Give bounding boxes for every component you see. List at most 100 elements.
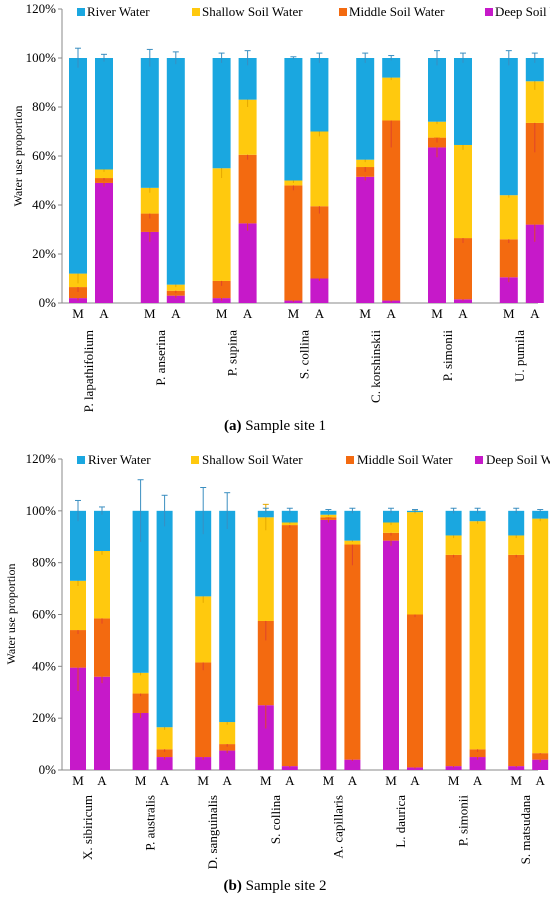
y-tick-label: 40% — [32, 197, 56, 212]
legend-swatch-shallow — [191, 456, 199, 464]
bar-segment-shallow — [166, 284, 185, 291]
caption-text: Sample site 1 — [241, 418, 326, 434]
bar-segment-river — [344, 510, 361, 541]
bar-label-m: M — [448, 773, 460, 788]
legend-swatch-deep — [485, 8, 493, 16]
bar-label-m: M — [385, 773, 397, 788]
bar-segment-river — [132, 510, 149, 673]
species-label: P. simonii — [456, 795, 471, 847]
bar-label-a: A — [223, 773, 233, 788]
bar-segment-river — [428, 58, 446, 122]
bar-segment-river — [140, 58, 159, 188]
species-label: L. daurica — [393, 795, 408, 848]
bar-segment-shallow — [383, 522, 399, 533]
bar-segment-river — [356, 58, 375, 160]
bar-segment-river — [469, 510, 486, 522]
bar-segment-middle — [219, 744, 236, 751]
bar-segment-river — [508, 510, 525, 536]
legend-label-shallow: Shallow Soil Water — [202, 4, 303, 19]
bar-segment-middle — [525, 122, 544, 225]
bar-segment-shallow — [257, 517, 274, 621]
bar-segment-middle — [281, 525, 298, 767]
bar-label-a: A — [171, 306, 181, 321]
legend-swatch-river — [77, 8, 85, 16]
legend-label-deep: Deep Soil Water — [486, 452, 550, 467]
bar-label-a: A — [315, 306, 325, 321]
bar-segment-deep — [281, 766, 298, 770]
bar-segment-deep — [469, 757, 486, 770]
species-label: D. sanguinalis — [205, 795, 220, 869]
bar-segment-middle — [508, 554, 525, 767]
bar-segment-middle — [499, 239, 518, 278]
bar-segment-middle — [212, 280, 231, 299]
species-label: S. collina — [296, 330, 311, 379]
caption-label: (a) — [224, 418, 242, 434]
bar-label-m: M — [288, 306, 300, 321]
bar-segment-middle — [469, 749, 486, 758]
bar-label-m: M — [72, 306, 84, 321]
y-axis-label: Water use proportion — [11, 105, 25, 206]
legend-swatch-middle — [339, 8, 347, 16]
bar-label-a: A — [387, 306, 397, 321]
y-tick-label: 40% — [32, 658, 56, 673]
bar-segment-deep — [383, 540, 399, 770]
bar-label-m: M — [359, 306, 371, 321]
bar-label-a: A — [348, 773, 358, 788]
y-tick-label: 20% — [32, 246, 56, 261]
bar-label-m: M — [135, 773, 147, 788]
species-label: P. australis — [143, 795, 158, 851]
bar-segment-middle — [94, 618, 110, 677]
y-tick-label: 80% — [32, 555, 56, 570]
legend-swatch-shallow — [192, 8, 200, 16]
bar-segment-deep — [344, 759, 361, 770]
bar-segment-river — [445, 510, 462, 536]
legend-label-river: River Water — [88, 452, 151, 467]
bar-segment-deep — [195, 757, 212, 770]
bar-segment-river — [382, 58, 401, 78]
bar-segment-shallow — [238, 99, 257, 155]
bar-segment-deep — [156, 757, 173, 770]
species-label: U. pumila — [512, 330, 527, 382]
bar-segment-river — [499, 58, 518, 196]
bar-segment-shallow — [356, 159, 375, 168]
bar-segment-river — [195, 510, 212, 597]
bar-segment-shallow — [445, 535, 462, 555]
legend-label-shallow: Shallow Soil Water — [202, 452, 303, 467]
bar-segment-deep — [428, 147, 446, 303]
bar-segment-shallow — [469, 521, 486, 750]
bar-label-m: M — [503, 306, 515, 321]
figure-caption: (b) Sample site 2 — [224, 878, 327, 894]
y-axis-label: Water use proportion — [4, 563, 18, 664]
bar-label-m: M — [197, 773, 209, 788]
bar-segment-middle — [344, 544, 361, 760]
bar-segment-middle — [445, 554, 462, 767]
bar-segment-shallow — [499, 195, 518, 240]
bar-segment-river — [219, 510, 236, 723]
bar-label-a: A — [536, 773, 546, 788]
bar-segment-shallow — [94, 551, 110, 619]
bar-segment-shallow — [132, 672, 149, 694]
bar-segment-deep — [95, 182, 113, 303]
bar-segment-deep — [445, 766, 462, 770]
bar-segment-river — [156, 510, 173, 728]
bar-label-a: A — [99, 306, 109, 321]
bar-segment-river — [212, 58, 231, 169]
bar-segment-river — [310, 58, 329, 132]
bar-segment-shallow — [508, 535, 525, 555]
bar-segment-shallow — [382, 77, 401, 121]
y-tick-label: 100% — [26, 503, 57, 518]
bar-label-a: A — [243, 306, 253, 321]
species-label: P. simonii — [440, 330, 455, 382]
bar-label-m: M — [260, 773, 272, 788]
bar-label-a: A — [530, 306, 540, 321]
bar-segment-river — [95, 58, 113, 170]
bar-segment-middle — [382, 120, 401, 301]
bar-segment-middle — [407, 614, 423, 768]
legend-swatch-river — [77, 456, 85, 464]
species-label: P. lapathifolium — [81, 330, 96, 412]
bar-segment-river — [238, 58, 257, 100]
bar-segment-shallow — [140, 187, 159, 214]
bar-label-m: M — [144, 306, 156, 321]
bar-segment-middle — [532, 753, 549, 760]
legend-label-middle: Middle Soil Water — [357, 452, 453, 467]
